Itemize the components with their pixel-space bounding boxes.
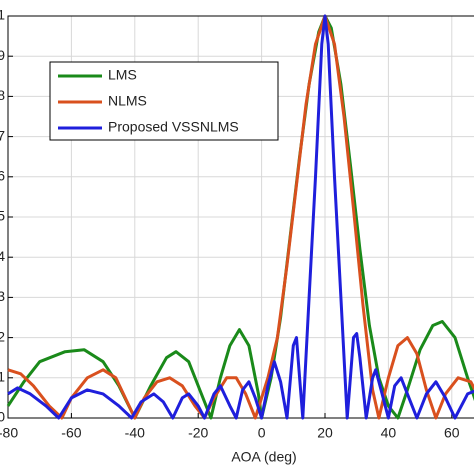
x-tick-label: -60 (61, 425, 81, 441)
y-tick-label: 0.9 (0, 47, 5, 63)
y-tick-label: 0.6 (0, 168, 5, 184)
y-tick-label: 0.4 (0, 248, 5, 264)
x-tick-label: -40 (125, 425, 145, 441)
series-line (7, 14, 474, 420)
y-tick-label: 0.7 (0, 127, 5, 143)
y-tick-label: 0.2 (0, 328, 5, 344)
x-tick-label: 20 (317, 425, 333, 441)
x-axis-label: AOA (deg) (231, 449, 296, 465)
y-tick-label: 0.5 (0, 208, 5, 224)
x-tick-label: 40 (381, 425, 397, 441)
y-tick-label: 0.8 (0, 87, 5, 103)
legend-label: NLMS (108, 93, 147, 109)
y-tick-label: 0.1 (0, 369, 5, 385)
y-tick-label: 0 (0, 409, 5, 425)
y-tick-label: 1 (0, 7, 5, 23)
x-tick-label: -20 (188, 425, 208, 441)
series-line (7, 14, 474, 420)
x-tick-label: 60 (444, 425, 460, 441)
y-tick-label: 0.3 (0, 288, 5, 304)
x-tick-label: 0 (258, 425, 266, 441)
legend-label: Proposed VSSNLMS (108, 119, 239, 135)
plot-frame (7, 15, 474, 419)
legend-label: LMS (108, 67, 137, 83)
x-tick-label: -80 (0, 425, 18, 441)
